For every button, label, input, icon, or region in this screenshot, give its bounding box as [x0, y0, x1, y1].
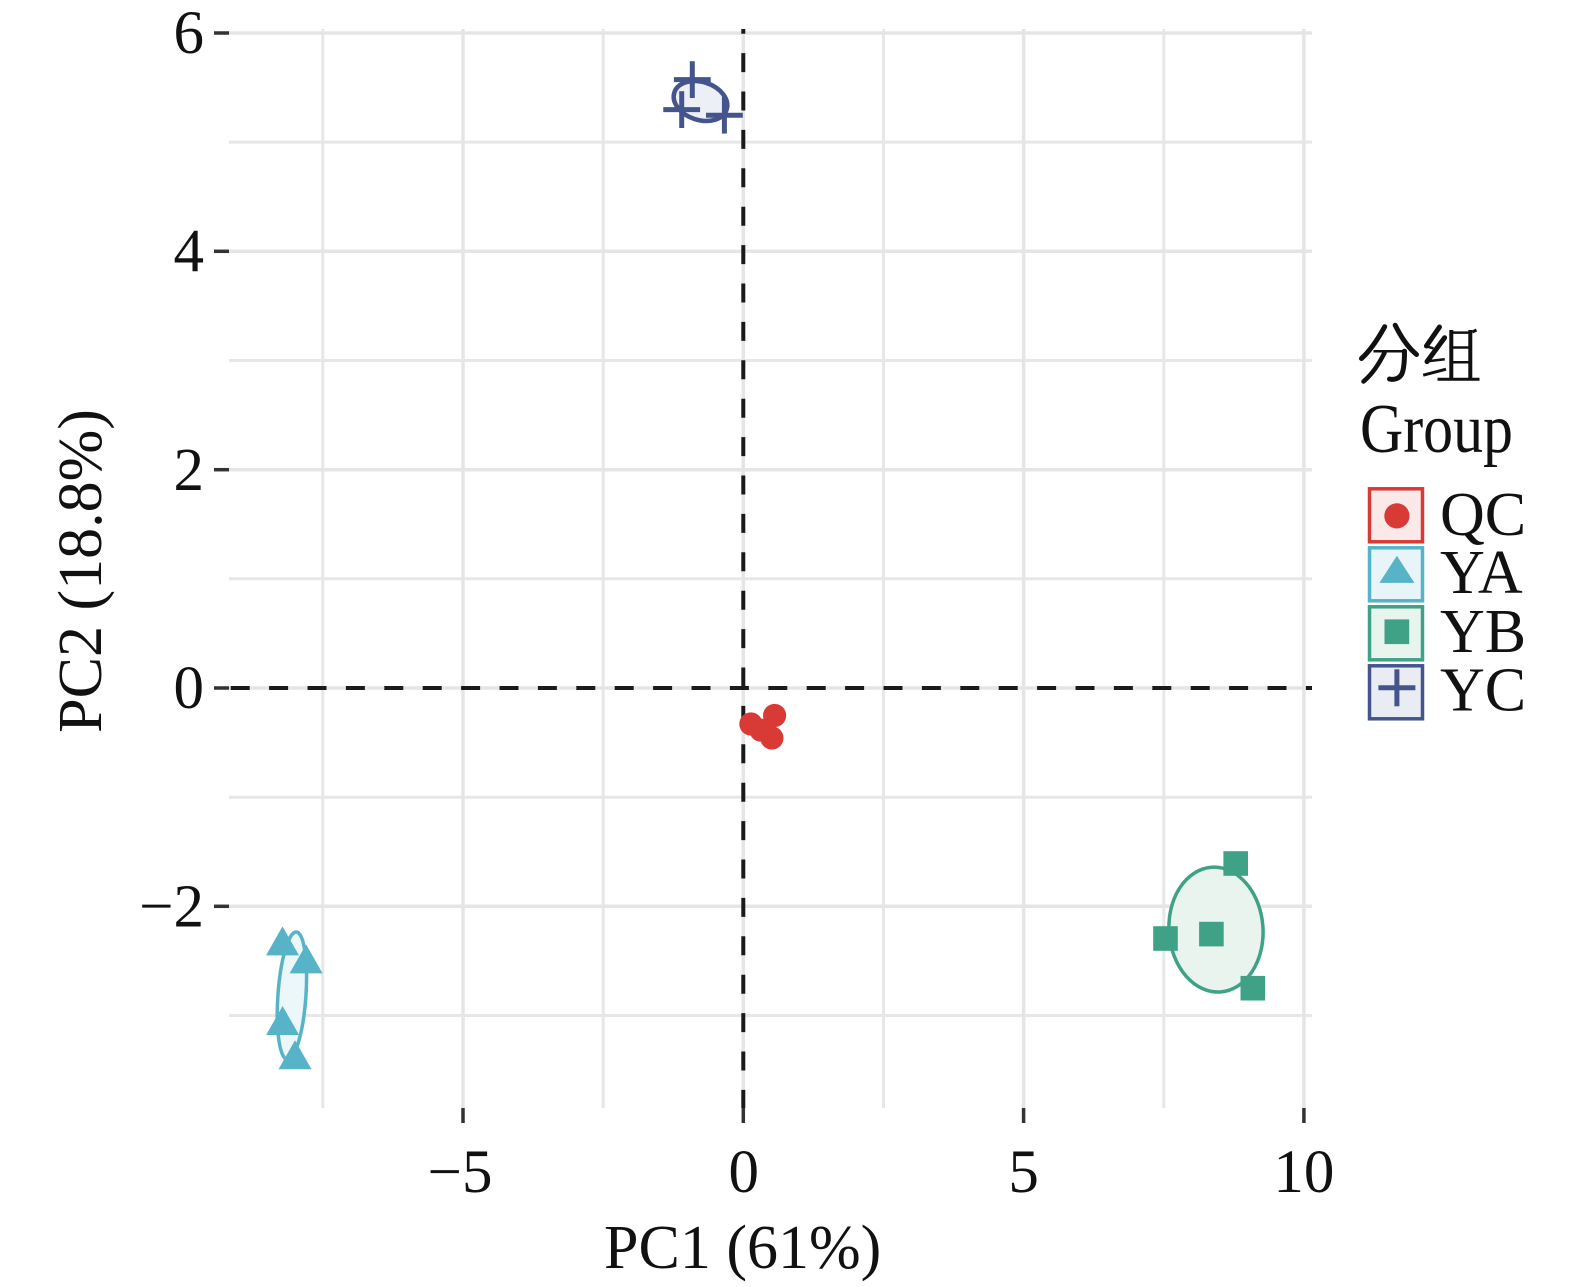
svg-text:2: 2 [174, 437, 205, 504]
svg-text:5: 5 [1008, 1139, 1039, 1206]
svg-text:10: 10 [1273, 1139, 1334, 1206]
svg-text:0: 0 [729, 1139, 760, 1206]
svg-text:YA: YA [1440, 539, 1523, 607]
svg-text:6: 6 [174, 0, 205, 67]
svg-text:−2: −2 [139, 874, 204, 941]
svg-text:Group: Group [1360, 391, 1513, 468]
svg-text:QC: QC [1440, 481, 1526, 549]
svg-text:YC: YC [1440, 657, 1526, 725]
svg-text:PC1 (61%): PC1 (61%) [604, 1214, 881, 1282]
svg-text:4: 4 [174, 219, 205, 286]
svg-text:0: 0 [174, 655, 205, 722]
svg-text:YB: YB [1440, 598, 1526, 666]
svg-text:−5: −5 [428, 1139, 493, 1206]
svg-text:PC2 (18.8%): PC2 (18.8%) [47, 409, 115, 733]
